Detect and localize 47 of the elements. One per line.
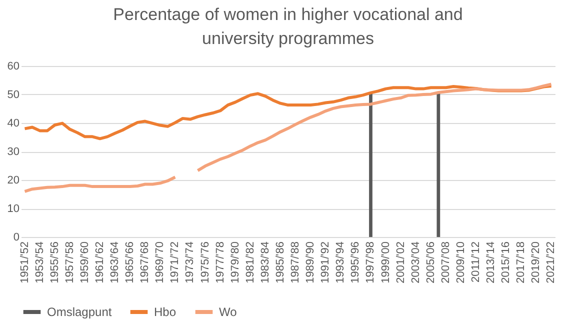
- x-tick-label: 2015/'16: [500, 242, 512, 284]
- y-tick-label: 60: [7, 60, 20, 72]
- legend-label: Wo: [219, 305, 238, 319]
- legend-label: Hbo: [154, 305, 176, 319]
- x-tick-label: 1973/'74: [184, 242, 196, 284]
- x-tick-label: 1971/'72: [169, 242, 182, 284]
- x-tick-label: 1995/'96: [350, 242, 362, 284]
- y-tick-label: 0: [13, 232, 20, 244]
- chart-title: Percentage of women in higher vocational and university programmes: [113, 5, 463, 48]
- x-tick-label: 2013/'14: [485, 242, 498, 284]
- x-tick-label: 1979/'80: [229, 242, 242, 284]
- x-tick-label: 1953/'54: [34, 242, 46, 284]
- x-tick-label: 1961/'62: [94, 242, 106, 284]
- y-tick-label: 20: [7, 174, 20, 186]
- x-tick-label: 2009/'10: [454, 242, 467, 284]
- x-tick-label: 1959/'60: [78, 242, 91, 284]
- x-tick-label: 1969/'70: [154, 242, 166, 284]
- x-tick-label: 1999/'00: [380, 242, 392, 284]
- x-tick-label: 2003/'04: [410, 242, 422, 284]
- x-tick-label: 2021/'22: [545, 242, 558, 284]
- x-tick-label: 1997/'98: [364, 242, 377, 284]
- x-tick-label: 2011/'12: [470, 242, 482, 283]
- x-tick-label: 2005/'06: [424, 242, 437, 284]
- x-tick-label: 1967/'68: [139, 242, 152, 284]
- legend-label: Omslagpunt: [47, 305, 112, 319]
- x-tick-label: 1989/'90: [304, 242, 317, 284]
- x-tick-label: 1965/'66: [124, 242, 136, 284]
- x-tick-label: 1977/'78: [214, 242, 226, 284]
- x-tick-label: 1981/'82: [244, 242, 256, 284]
- x-tick-label: 1985/'86: [274, 242, 286, 284]
- y-tick-label: 10: [7, 203, 20, 215]
- x-tick-label: 1963/'64: [109, 242, 122, 284]
- x-tick-label: 1955/'56: [48, 242, 61, 284]
- x-tick-label: 1993/'94: [334, 242, 347, 284]
- y-tick-label: 30: [7, 146, 20, 158]
- x-tick-label: 1991/'92: [320, 242, 332, 284]
- x-tick-label: 1957/'58: [64, 242, 76, 284]
- x-tick-label: 2007/'08: [440, 242, 452, 284]
- x-tick-label: 1987/'88: [290, 242, 302, 284]
- x-tick-label: 2019/'20: [530, 242, 542, 284]
- x-tick-label: 2001/'02: [394, 242, 407, 284]
- x-tick-label: 1951/'52: [18, 242, 31, 284]
- y-tick-label: 40: [7, 118, 20, 130]
- y-tick-label: 50: [7, 89, 20, 101]
- x-tick-label: 1983/'84: [259, 242, 272, 284]
- x-tick-label: 1975/'76: [199, 242, 212, 284]
- x-tick-label: 2017/'18: [515, 242, 528, 284]
